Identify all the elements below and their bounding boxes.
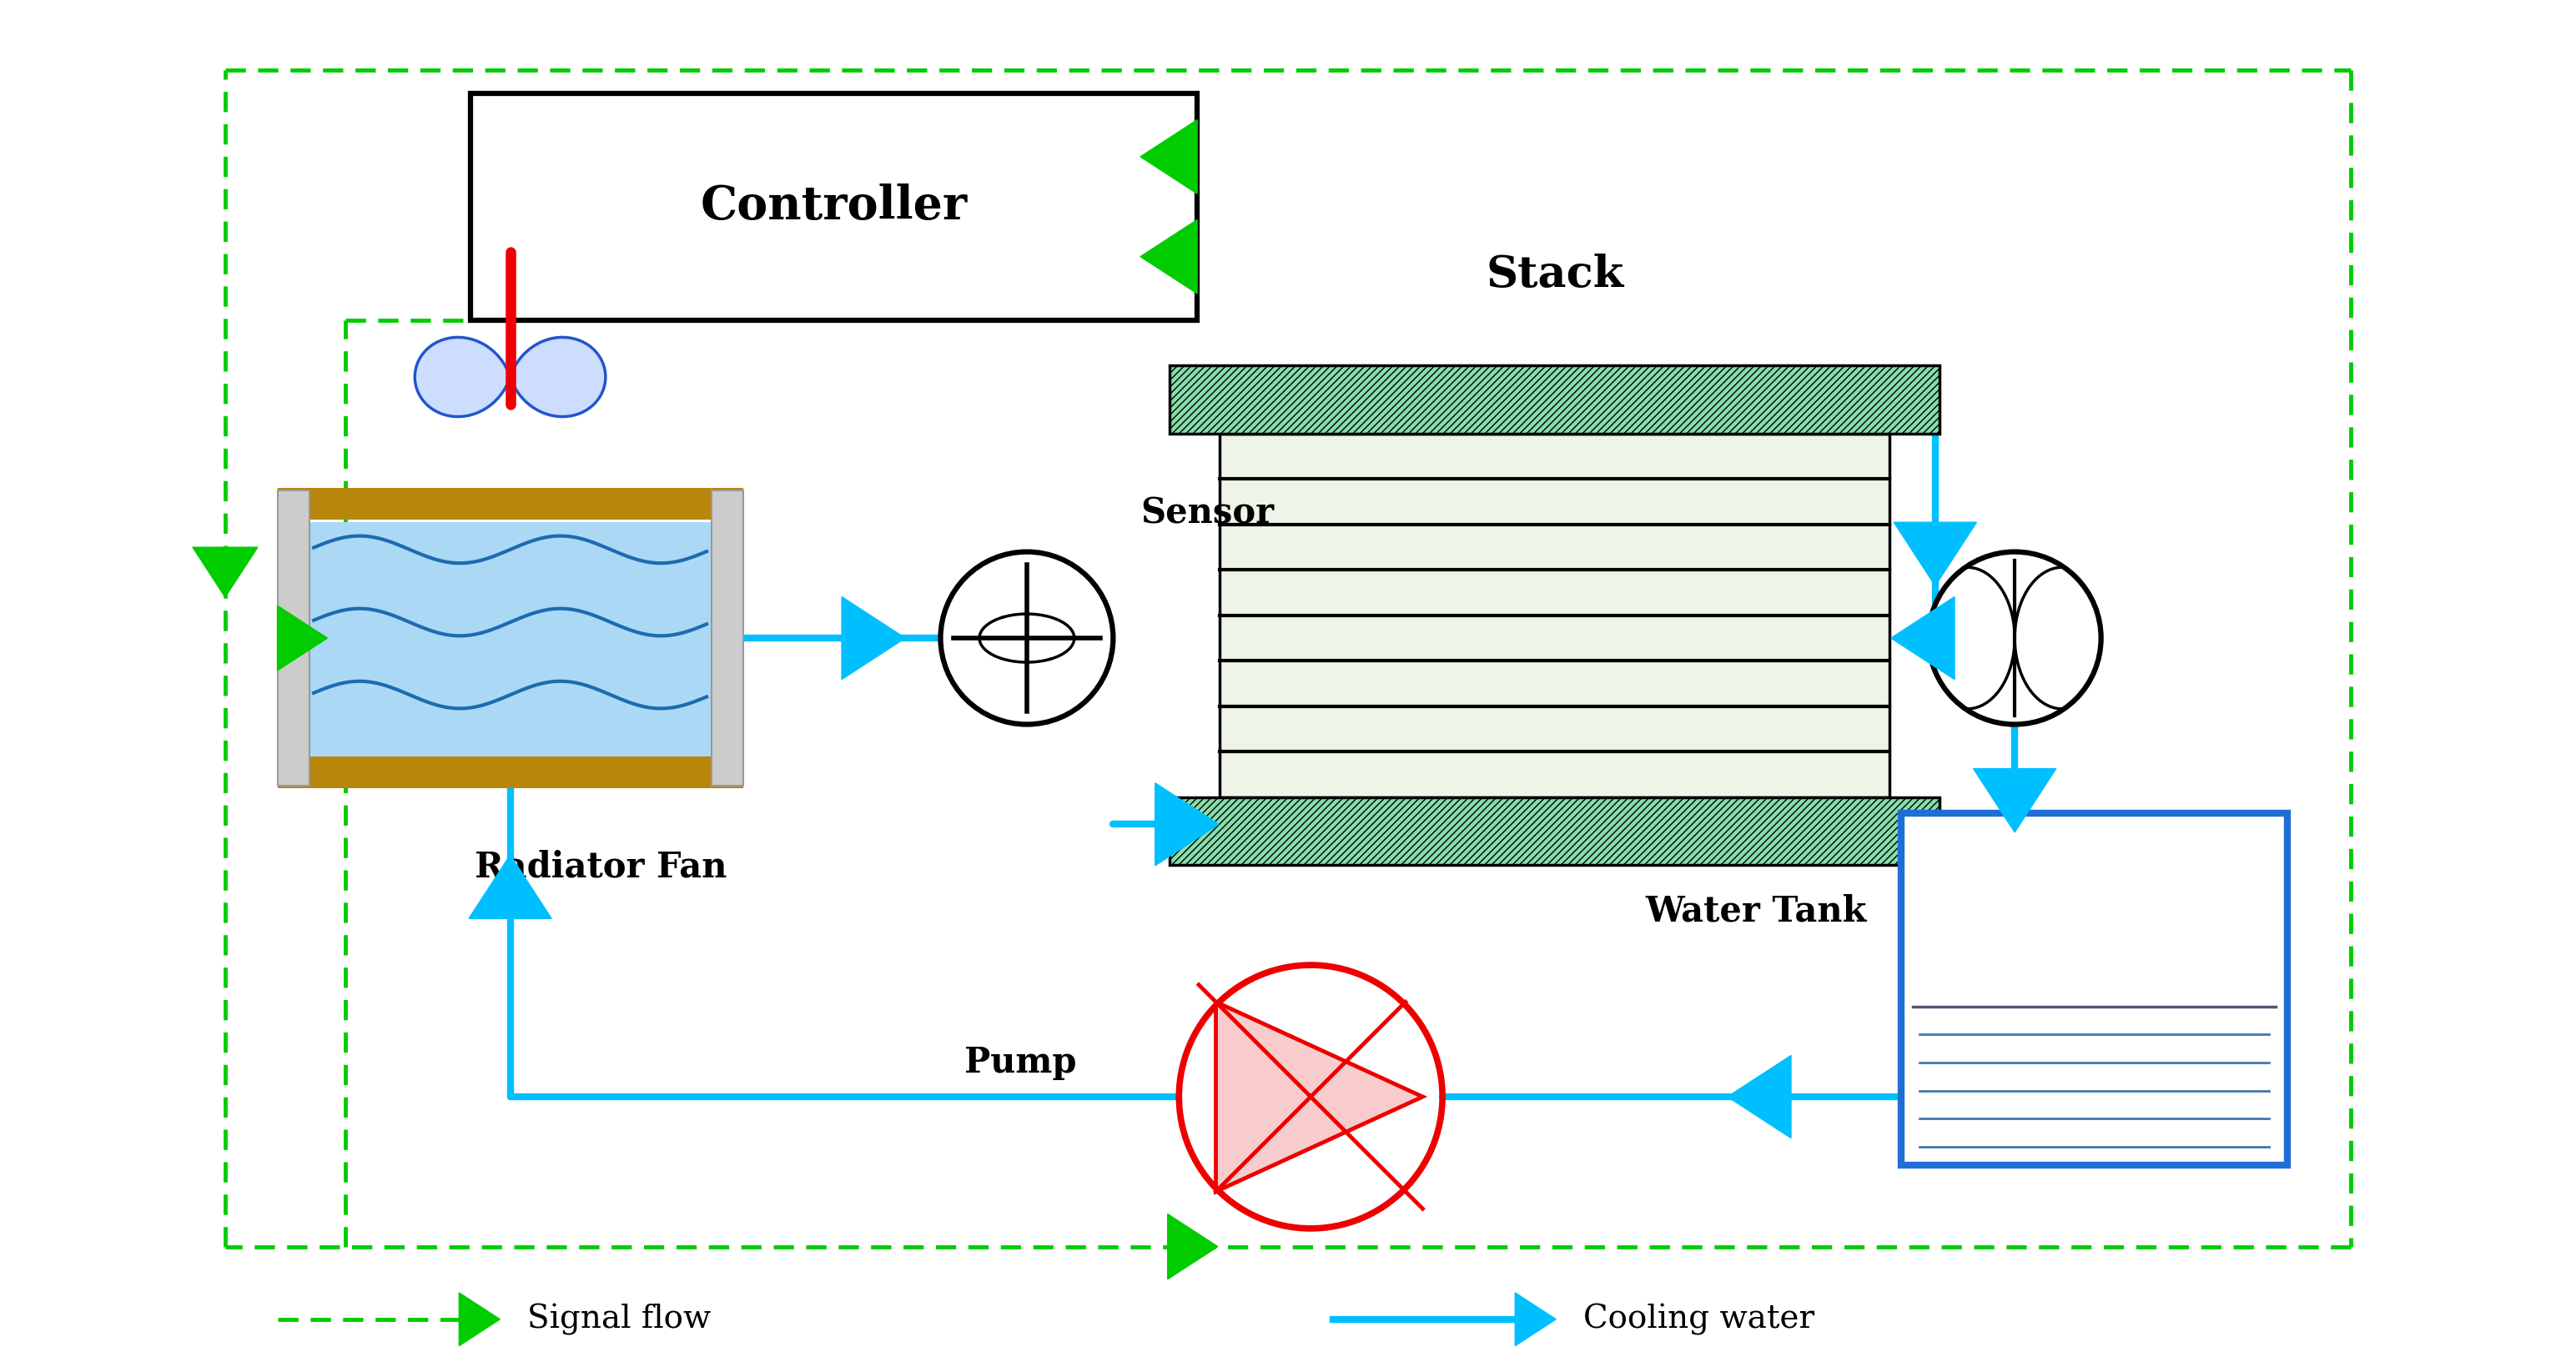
Text: Sensor: Sensor (1141, 496, 1275, 530)
Circle shape (1929, 552, 2102, 725)
Polygon shape (1973, 768, 2056, 833)
Polygon shape (415, 338, 510, 417)
Bar (309, 522, 711, 756)
Polygon shape (1154, 783, 1218, 865)
Polygon shape (1216, 1002, 1422, 1192)
Bar (278, 491, 309, 786)
Bar (1221, 433, 1891, 797)
Bar (278, 488, 742, 519)
Text: Radiator Fan: Radiator Fan (474, 849, 726, 884)
Polygon shape (1167, 1214, 1218, 1280)
Bar (1901, 813, 2287, 1165)
Bar (471, 93, 1198, 320)
Circle shape (940, 552, 1113, 725)
Polygon shape (1167, 1214, 1218, 1280)
Text: Pump: Pump (963, 1046, 1077, 1080)
Text: Stack: Stack (1486, 253, 1623, 297)
Text: Controller: Controller (701, 183, 969, 230)
Bar (278, 756, 742, 787)
Polygon shape (1141, 120, 1198, 194)
Polygon shape (1891, 597, 1955, 679)
Polygon shape (459, 1293, 500, 1346)
Polygon shape (469, 854, 551, 919)
Bar (1170, 365, 1940, 433)
Polygon shape (1515, 1293, 1556, 1346)
Text: Cooling water: Cooling water (1584, 1303, 1814, 1336)
Polygon shape (510, 338, 605, 417)
Polygon shape (1141, 220, 1198, 294)
Bar (1170, 797, 1940, 865)
Polygon shape (842, 597, 904, 679)
Polygon shape (1893, 522, 1976, 586)
Polygon shape (1728, 1055, 1790, 1139)
Polygon shape (278, 606, 327, 671)
Polygon shape (193, 547, 258, 597)
Text: Signal flow: Signal flow (528, 1303, 711, 1336)
Bar (711, 491, 742, 786)
Text: Water Tank: Water Tank (1646, 894, 1868, 930)
